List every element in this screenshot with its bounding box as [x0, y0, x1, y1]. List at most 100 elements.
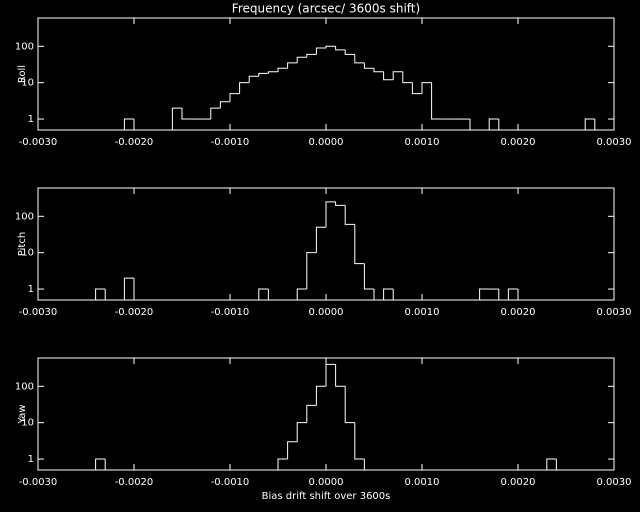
x-tick-label: 0.0020 [501, 137, 536, 148]
y-tick-label: 100 [15, 381, 34, 392]
x-tick-label: -0.0010 [211, 477, 250, 488]
histogram-step [469, 119, 480, 131]
x-axis-label: Bias drift shift over 3600s [262, 491, 391, 502]
histogram-step [354, 422, 365, 460]
y-tick-label: 100 [15, 211, 34, 222]
histogram-step [171, 107, 182, 130]
histogram-step [363, 62, 374, 69]
y-tick-label: 10 [21, 418, 34, 429]
x-tick-label: -0.0020 [115, 307, 154, 318]
histogram-step [287, 441, 298, 460]
histogram-step [411, 82, 422, 95]
y-tick-label: 1 [28, 284, 34, 295]
histogram-step [373, 289, 384, 301]
histogram-step [267, 289, 278, 301]
histogram-step [344, 49, 355, 55]
x-tick-label: -0.0010 [211, 307, 250, 318]
histogram-step [277, 67, 288, 72]
histogram-step [315, 226, 326, 253]
histogram-step [296, 56, 307, 63]
x-tick-label: -0.0020 [115, 137, 154, 148]
histogram-step [315, 385, 326, 406]
histogram-step [258, 288, 269, 300]
chart-title: Frequency (arcsec/ 3600s shift) [232, 2, 420, 16]
histogram-step [315, 47, 326, 55]
histogram-step [392, 289, 403, 301]
histogram-step [325, 45, 336, 48]
x-tick-label: 0.0000 [309, 477, 344, 488]
histogram-step [287, 62, 298, 69]
histogram-step [373, 68, 384, 73]
histogram-step [402, 71, 413, 84]
histogram-step [392, 71, 403, 80]
histogram-step [133, 278, 144, 301]
y-tick-label: 10 [21, 78, 34, 89]
y-tick-label: 10 [21, 248, 34, 259]
histogram-step [431, 82, 442, 120]
histogram-step [517, 289, 528, 301]
histogram-step [306, 252, 317, 290]
x-tick-label: 0.0010 [405, 137, 440, 148]
x-tick-label: 0.0030 [597, 137, 632, 148]
histogram-step [354, 54, 365, 64]
histogram-step [229, 93, 240, 102]
histogram-step [239, 82, 250, 94]
histogram-step [507, 288, 518, 300]
histogram-step [335, 46, 346, 51]
histogram-step [498, 289, 509, 301]
histogram-step [267, 71, 278, 74]
histogram-step [123, 118, 134, 130]
histogram-step [335, 201, 346, 206]
histogram-step [296, 288, 307, 300]
x-tick-label: 0.0020 [501, 477, 536, 488]
histogram-step [95, 288, 106, 300]
histogram-step [181, 108, 192, 120]
y-axis-label: Pitch [17, 232, 28, 256]
y-tick-label: 1 [28, 114, 34, 125]
histogram-step [306, 404, 317, 423]
x-tick-label: 0.0000 [309, 137, 344, 148]
histogram-step [344, 386, 355, 424]
x-tick-label: -0.0020 [115, 477, 154, 488]
histogram-step [306, 53, 317, 58]
x-tick-label: -0.0030 [19, 477, 58, 488]
x-tick-label: -0.0010 [211, 137, 250, 148]
x-tick-label: -0.0030 [19, 307, 58, 318]
plot-frame [37, 17, 615, 131]
histogram-step [210, 107, 221, 120]
x-tick-label: 0.0020 [501, 307, 536, 318]
x-tick-label: 0.0000 [309, 307, 344, 318]
histogram-step [479, 288, 490, 300]
histogram-step [383, 288, 394, 300]
histogram-step [555, 459, 566, 471]
histogram-step [277, 458, 288, 470]
histogram-step [421, 82, 432, 94]
x-tick-label: 0.0030 [597, 307, 632, 318]
histogram-step [383, 71, 394, 81]
histogram-step [123, 277, 134, 300]
histogram-step [363, 459, 374, 471]
y-axis-label: Roll [17, 65, 28, 83]
histogram-step [95, 458, 106, 470]
histogram-step [104, 289, 115, 301]
histogram-step [584, 118, 595, 130]
histogram-step [546, 458, 557, 470]
histogram-step [219, 101, 230, 109]
histogram-step [325, 201, 336, 228]
histogram-step [258, 72, 269, 77]
histogram-step [133, 119, 144, 131]
histogram-step [594, 119, 605, 131]
histogram-step [344, 205, 355, 225]
histogram-step [363, 263, 374, 290]
histogram-step [325, 363, 336, 387]
x-tick-label: 0.0030 [597, 477, 632, 488]
histogram-step [104, 459, 115, 471]
x-tick-label: 0.0010 [405, 307, 440, 318]
histogram-step [488, 118, 499, 130]
y-tick-label: 100 [15, 41, 34, 52]
histogram-step [498, 119, 509, 131]
histogram-step [335, 364, 346, 387]
x-tick-label: 0.0010 [405, 477, 440, 488]
